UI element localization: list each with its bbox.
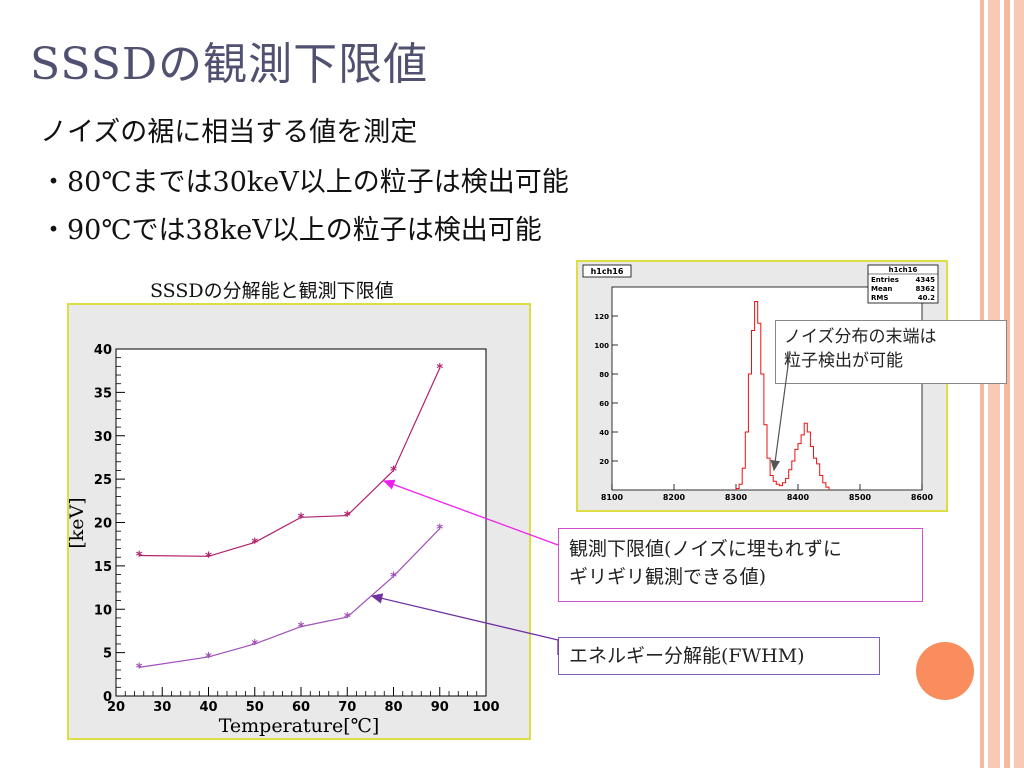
x-tick-label: 50 <box>246 700 264 715</box>
histogram-tab[interactable] <box>582 264 632 278</box>
x-tick-label: 60 <box>292 700 310 715</box>
hist-x-tick-label: 8300 <box>725 493 748 502</box>
threshold-line-2: ギリギリ観測できる値) <box>569 566 767 588</box>
stats-mean-value: 8362 <box>916 285 936 293</box>
stats-title: h1ch16 <box>889 266 918 274</box>
histogram-svg: h1ch16 8100 8200 8300 8400 8500 8600 20 40 60 80 1… <box>582 264 939 502</box>
hist-x-tick-label: 8100 <box>601 493 624 502</box>
stats-box: h1ch16 Entries 4345 Mean 8362 RMS 40.2 <box>867 264 939 304</box>
threshold-series-point: * <box>298 511 305 526</box>
threshold-series-point: * <box>251 536 258 551</box>
x-tick-label: 100 <box>472 700 499 715</box>
noise-edge-line-2: 粒子検出が可能 <box>784 351 903 371</box>
threshold-callout: 観測下限値(ノイズに埋もれずに ギリギリ観測できる値) <box>558 528 923 602</box>
y-tick-label: 15 <box>94 560 112 575</box>
x-tick-label: 90 <box>431 700 449 715</box>
decor-stripe-4 <box>1014 0 1024 768</box>
x-tick-label: 40 <box>199 700 217 715</box>
stats-entries-value: 4345 <box>916 276 936 284</box>
threshold-series-point: * <box>436 362 443 377</box>
stats-rms-label: RMS <box>871 294 888 302</box>
decor-stripe-1 <box>980 0 984 768</box>
stats-entries-label: Entries <box>871 276 899 284</box>
x-tick-label: 30 <box>153 700 171 715</box>
slide-title: SSSDの観測下限値 <box>30 39 429 90</box>
hist-x-tick-label: 8600 <box>911 493 934 502</box>
histogram-plot-area <box>611 286 923 491</box>
hist-x-tick-label: 8400 <box>787 493 810 502</box>
resolution-series-line <box>139 528 441 668</box>
resolution-series-point: * <box>136 661 143 676</box>
resolution-series-point: * <box>205 651 212 666</box>
y-tick-label: 35 <box>94 386 112 401</box>
hist-x-tick-label: 8500 <box>849 493 872 502</box>
hist-y-tick-label: 20 <box>599 458 609 466</box>
hist-y-tick-label: 80 <box>599 371 609 379</box>
resolution-series-point: * <box>298 621 305 636</box>
threshold-line-1: 観測下限値(ノイズに埋もれずに <box>569 538 842 560</box>
bullet-3: ・90℃では38keV以上の粒子は検出可能 <box>40 215 542 246</box>
bullet-1: ノイズの裾に相当する値を測定 <box>40 117 418 148</box>
noise-edge-callout: ノイズ分布の末端は 粒子検出が可能 <box>775 320 1007 384</box>
resolution-series-point: * <box>436 523 443 538</box>
y-tick-label: 30 <box>94 430 112 445</box>
y-tick-label: 10 <box>94 603 112 618</box>
temperature-chart: 20 30 40 50 60 70 80 90 100 0 5 10 15 20 25 30 35 40 * * * *… <box>66 303 531 740</box>
histogram-tab-label: h1ch16 <box>591 267 624 276</box>
threshold-series-point: * <box>205 550 212 565</box>
y-tick-label: 40 <box>94 343 112 358</box>
y-tick-label: 0 <box>103 690 112 705</box>
resolution-series-point: * <box>251 638 258 653</box>
hist-y-tick-label: 120 <box>594 313 609 321</box>
histogram-series <box>735 301 830 490</box>
bullet-2: ・80℃までは30keV以上の粒子は検出可能 <box>40 167 569 198</box>
histogram-panel: h1ch16 8100 8200 8300 8400 8500 8600 20 40 60 80 1… <box>576 260 948 512</box>
y-axis-label: [keV] <box>69 497 88 548</box>
decor-stripe-3 <box>1004 0 1010 768</box>
temperature-chart-svg: 20 30 40 50 60 70 80 90 100 0 5 10 15 20 25 30 35 40 * * * *… <box>66 343 500 737</box>
y-tick-label: 20 <box>94 517 112 532</box>
y-tick-label: 25 <box>94 473 112 488</box>
chart-caption: SSSDの分解能と観測下限値 <box>150 280 394 302</box>
threshold-series-line <box>139 367 441 557</box>
x-tick-label: 80 <box>384 700 402 715</box>
threshold-series-point: * <box>344 510 351 525</box>
threshold-series-point: * <box>136 549 143 564</box>
hist-y-tick-label: 60 <box>599 400 609 408</box>
threshold-series-point: * <box>390 464 397 479</box>
hist-y-tick-label: 40 <box>599 429 609 437</box>
resolution-series-point: * <box>390 570 397 585</box>
noise-edge-line-1: ノイズ分布の末端は <box>784 327 937 347</box>
hist-x-tick-label: 8200 <box>663 493 686 502</box>
stats-rms-value: 40.2 <box>918 294 935 302</box>
decor-stripe-2 <box>988 0 1000 768</box>
x-axis-label: Temperature[℃] <box>219 715 380 737</box>
resolution-callout: エネルギー分解能(FWHM) <box>558 637 880 675</box>
hist-y-tick-label: 100 <box>594 342 609 350</box>
x-tick-label: 70 <box>338 700 356 715</box>
stats-mean-label: Mean <box>871 285 892 293</box>
y-tick-label: 5 <box>103 647 112 662</box>
x-tick-label: 20 <box>107 700 125 715</box>
decorative-circle <box>916 642 974 700</box>
resolution-series-point: * <box>344 611 351 626</box>
